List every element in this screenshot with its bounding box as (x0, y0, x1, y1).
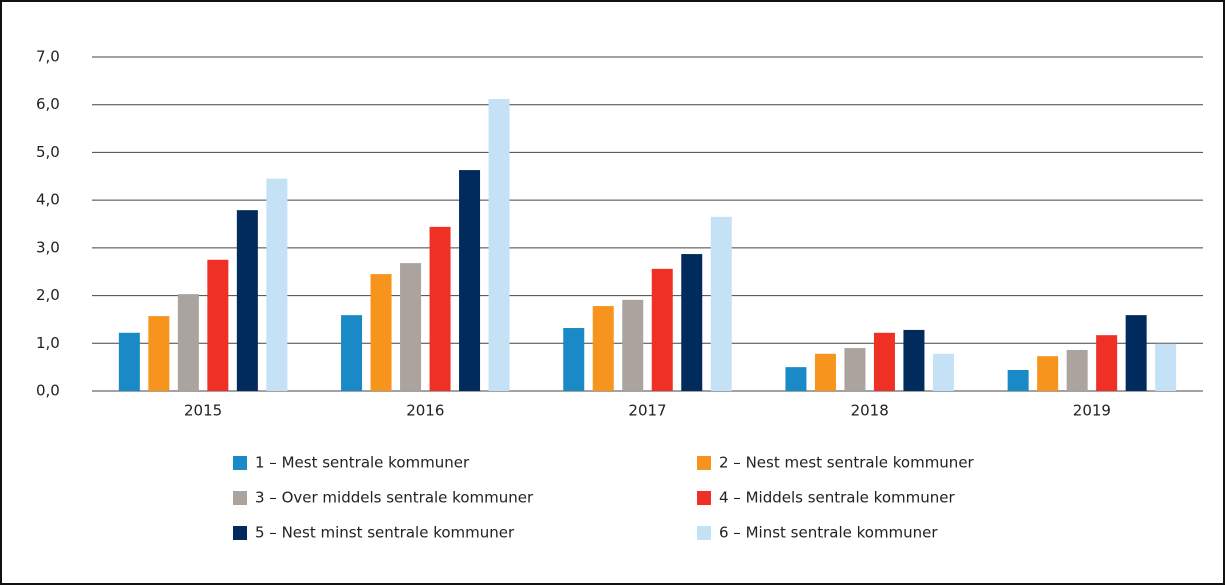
bar (814, 353, 836, 391)
legend-swatch (233, 491, 247, 505)
legend-label: 5 – Nest minst sentrale kommuner (255, 524, 515, 542)
bar (1066, 349, 1088, 391)
bar (651, 268, 673, 391)
y-tick-label: 0,0 (36, 382, 60, 400)
y-tick-label: 1,0 (36, 334, 60, 352)
legend-label: 2 – Nest mest sentrale kommuner (719, 454, 975, 472)
bar (622, 299, 644, 391)
bar (903, 329, 925, 391)
legend-label: 4 – Middels sentrale kommuner (719, 489, 955, 507)
bar (592, 306, 614, 391)
bar (1096, 335, 1118, 391)
legend-swatch (233, 456, 247, 470)
bar (429, 226, 451, 391)
bar (148, 316, 170, 391)
bar (563, 328, 585, 391)
bar (266, 178, 288, 391)
bar (370, 274, 392, 391)
bar (681, 254, 703, 391)
x-tick-label: 2015 (184, 402, 222, 420)
x-tick-label: 2018 (851, 402, 889, 420)
legend-label: 6 – Minst sentrale kommuner (719, 524, 938, 542)
y-tick-label: 7,0 (36, 48, 60, 66)
bar (1155, 343, 1177, 391)
bar (1125, 315, 1147, 391)
bar (785, 367, 807, 391)
x-tick-label: 2019 (1073, 402, 1111, 420)
bar (236, 210, 258, 391)
bar (400, 263, 422, 391)
bar (207, 259, 229, 391)
legend-swatch (697, 526, 711, 540)
bar (341, 315, 363, 391)
y-tick-label: 5,0 (36, 143, 60, 161)
bar (177, 294, 199, 391)
legend-swatch (233, 526, 247, 540)
bar (710, 216, 732, 391)
y-tick-label: 3,0 (36, 238, 60, 256)
legend-label: 1 – Mest sentrale kommuner (255, 454, 470, 472)
bar (118, 332, 140, 391)
bar (844, 348, 866, 391)
x-tick-label: 2017 (628, 402, 666, 420)
y-tick-label: 2,0 (36, 286, 60, 304)
y-tick-label: 6,0 (36, 95, 60, 113)
bar (1037, 356, 1059, 391)
y-tick-label: 4,0 (36, 191, 60, 209)
bar (932, 353, 954, 391)
legend-swatch (697, 491, 711, 505)
legend-label: 3 – Over middels sentrale kommuner (255, 489, 534, 507)
bar (1007, 370, 1029, 391)
bar (459, 170, 481, 391)
legend-swatch (697, 456, 711, 470)
bar (873, 332, 895, 391)
x-tick-label: 2016 (406, 402, 444, 420)
bar (488, 98, 510, 391)
